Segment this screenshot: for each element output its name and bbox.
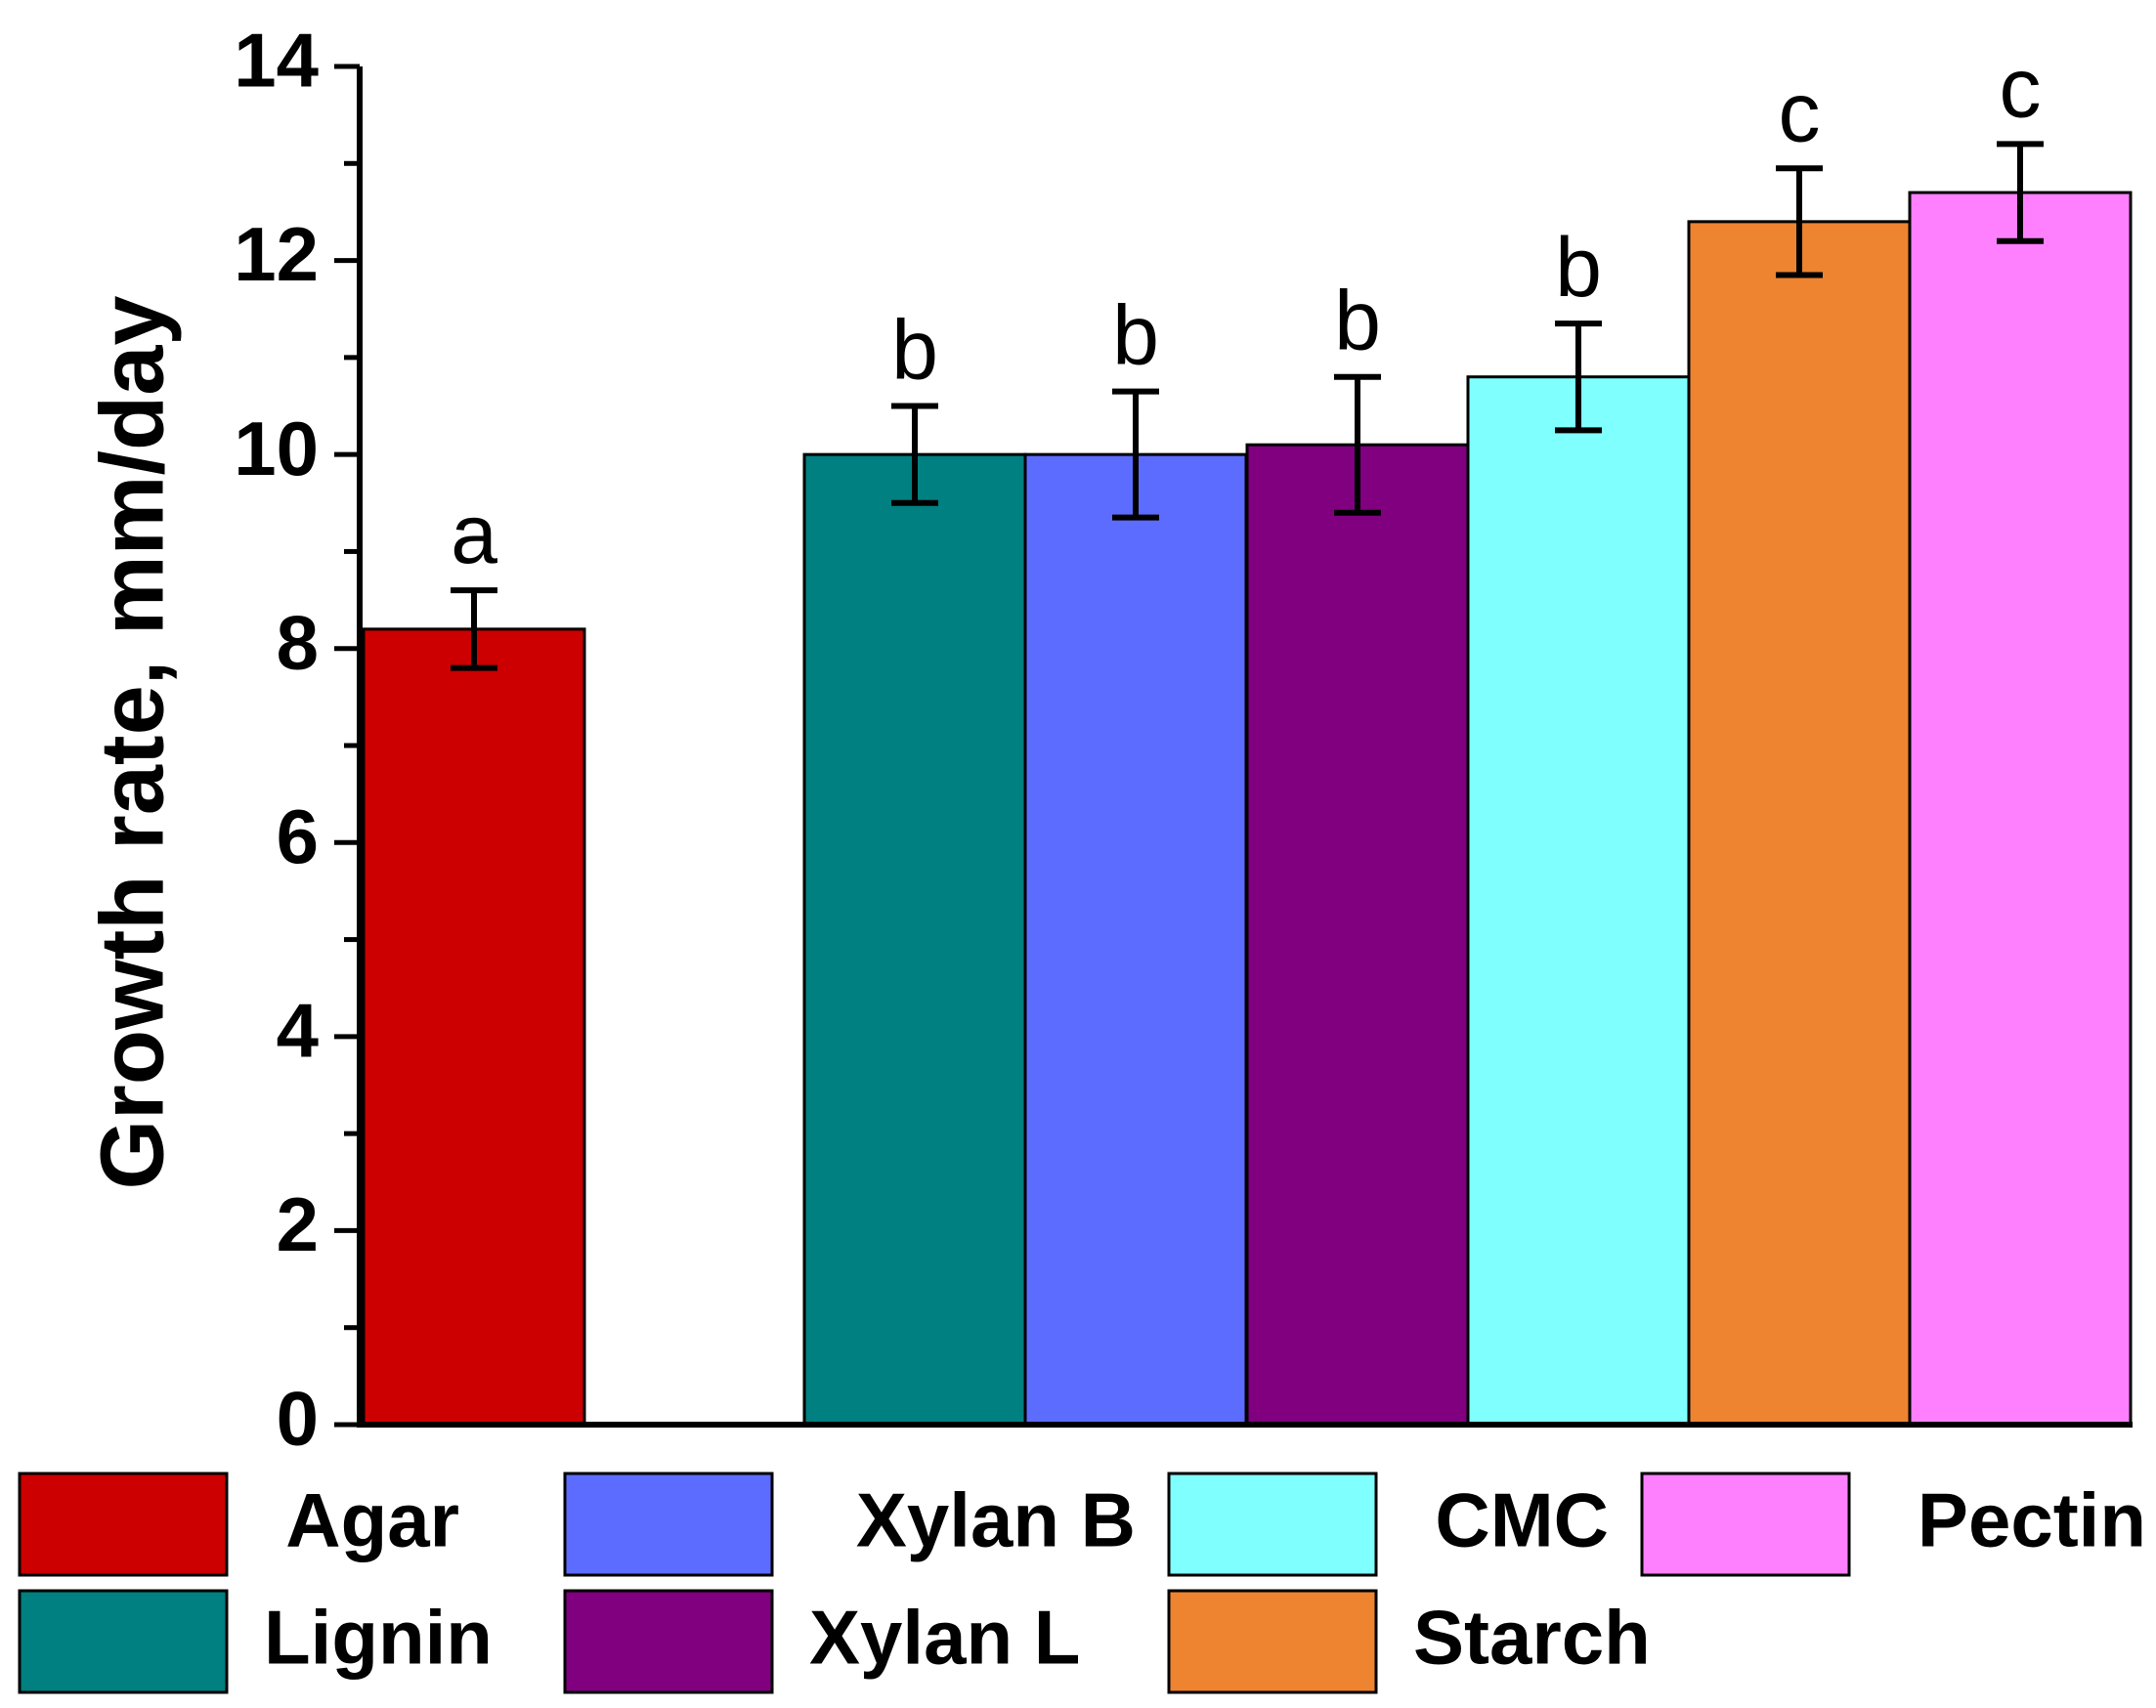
legend-label: Lignin bbox=[264, 1595, 493, 1681]
significance-label: b bbox=[891, 304, 938, 398]
error-bars-group bbox=[451, 141, 2044, 671]
legend-swatch-cmc bbox=[1167, 1472, 1378, 1577]
legend-swatch-starch bbox=[1167, 1589, 1378, 1694]
legend-swatch-xylan-l bbox=[563, 1589, 774, 1694]
legend-label: Agar bbox=[285, 1477, 459, 1563]
significance-label: b bbox=[1112, 289, 1159, 383]
legend-swatch-lignin bbox=[18, 1589, 229, 1694]
significance-label: c bbox=[1779, 65, 1821, 159]
significance-labels-group: a b b b b c c bbox=[451, 41, 2041, 581]
bar-starch bbox=[1687, 220, 1912, 1427]
bar-agar bbox=[362, 627, 586, 1427]
bar-xylan-l bbox=[1245, 443, 1470, 1427]
legend: Agar Xylan B CMC Pectin Lignin Xylan L Starch bbox=[18, 1472, 2146, 1694]
axes-group: 0 2 4 6 8 10 12 14 bbox=[234, 18, 2133, 1462]
legend-swatch-agar bbox=[18, 1472, 229, 1577]
legend-label: CMC bbox=[1435, 1477, 1609, 1563]
legend-swatch-pectin bbox=[1640, 1472, 1851, 1577]
y-tick-label: 6 bbox=[277, 793, 319, 879]
y-tick-label: 0 bbox=[277, 1376, 319, 1462]
y-axis-title: Growth rate, mm/day bbox=[82, 295, 182, 1189]
bars-group bbox=[362, 191, 2133, 1427]
significance-label: c bbox=[2000, 41, 2042, 135]
bar-pectin bbox=[1908, 191, 2133, 1427]
y-tick-label: 4 bbox=[277, 987, 319, 1073]
legend-label: Pectin bbox=[1918, 1477, 2146, 1563]
bar-xylan-b bbox=[1023, 452, 1248, 1427]
y-tick-label: 8 bbox=[277, 599, 319, 685]
y-tick-label: 2 bbox=[277, 1181, 319, 1267]
legend-label: Xylan B bbox=[856, 1477, 1136, 1563]
legend-swatch-xylan-b bbox=[563, 1472, 774, 1577]
legend-label: Xylan L bbox=[809, 1595, 1080, 1681]
y-tick-label: 14 bbox=[234, 18, 319, 104]
significance-label: b bbox=[1555, 221, 1602, 315]
bar-lignin bbox=[802, 452, 1027, 1427]
bar-cmc bbox=[1466, 375, 1691, 1427]
y-tick-label: 10 bbox=[234, 406, 319, 491]
significance-label: b bbox=[1334, 275, 1381, 368]
significance-label: a bbox=[451, 488, 497, 581]
y-tick-label: 12 bbox=[234, 211, 319, 297]
legend-label: Starch bbox=[1413, 1595, 1651, 1681]
